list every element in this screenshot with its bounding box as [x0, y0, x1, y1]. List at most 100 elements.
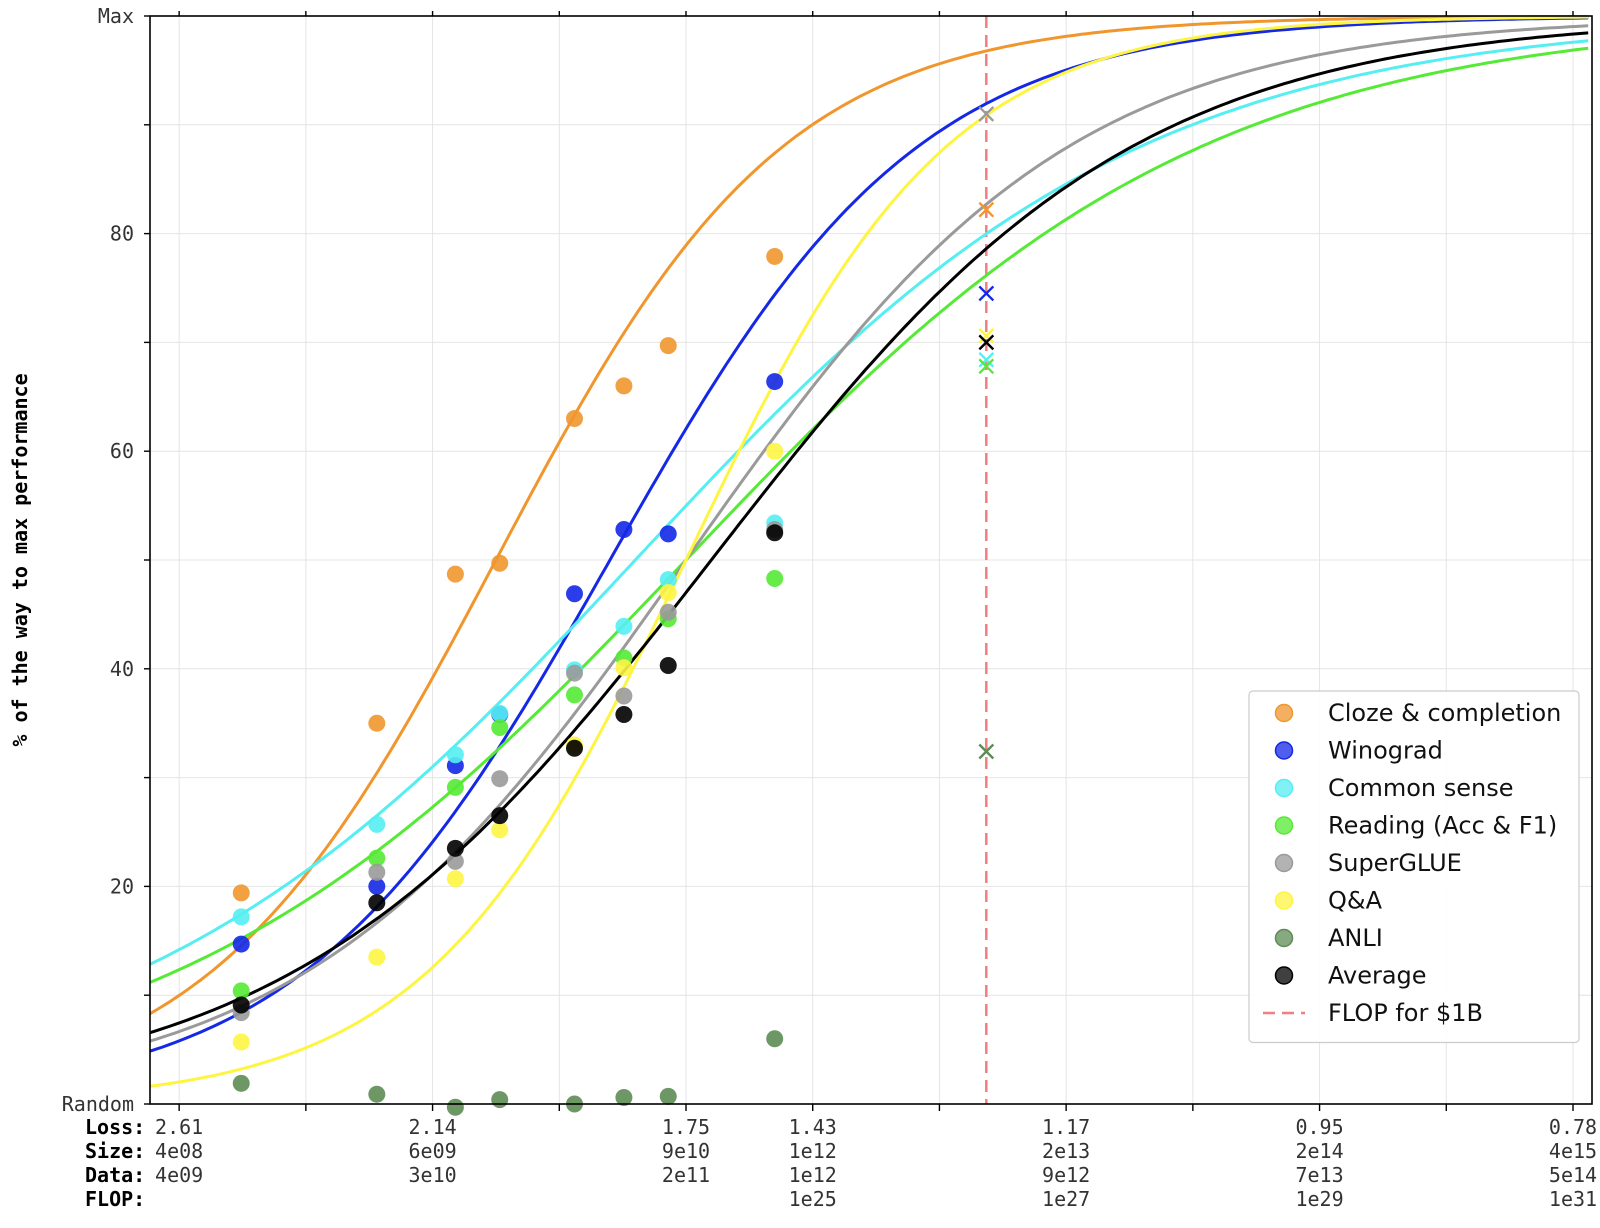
- legend-swatch-reading-acc-f1: [1274, 816, 1294, 835]
- x-marker-cloze-completion: [978, 201, 995, 218]
- x-tick-label-data: 4e09: [155, 1163, 203, 1187]
- x-tick-label-data: 5e14: [1549, 1163, 1597, 1187]
- fit-curve-superglue: [149, 24, 1589, 1043]
- data-point-winograd: [232, 935, 250, 953]
- legend-label-cloze-completion: Cloze & completion: [1328, 699, 1561, 727]
- x-tick-label-flop: 1e29: [1295, 1187, 1343, 1211]
- y-tick-label: Max: [98, 4, 134, 28]
- data-point-reading-acc-f1: [446, 778, 464, 796]
- data-point-cloze-completion: [446, 565, 464, 583]
- y-tick-label: Random: [62, 1092, 134, 1116]
- data-point-q-a: [446, 870, 464, 888]
- fit-curve-cloze-completion: [149, 15, 1589, 1015]
- x-tick-label-flop: 1e27: [1042, 1187, 1090, 1211]
- legend-swatch-winograd: [1274, 741, 1294, 760]
- x-marker-anli: [978, 743, 995, 760]
- x-tick-label-loss: 1.75: [662, 1115, 710, 1139]
- x-tick-label-data: 1e12: [789, 1163, 837, 1187]
- data-point-winograd: [368, 877, 386, 895]
- legend-label-common-sense: Common sense: [1328, 774, 1513, 802]
- legend-label-average: Average: [1328, 962, 1427, 990]
- data-point-anli: [446, 1098, 464, 1116]
- data-point-reading-acc-f1: [565, 686, 583, 704]
- data-point-superglue: [565, 664, 583, 682]
- x-marker-reading-acc-f1: [978, 358, 995, 375]
- x-marker-q-a: [978, 328, 995, 344]
- fit-curve-average: [149, 31, 1589, 1035]
- x-tick-label-size: 4e08: [155, 1139, 203, 1163]
- x-marker-stroke: [978, 285, 995, 302]
- data-point-superglue: [659, 603, 677, 621]
- data-points: [232, 247, 784, 1116]
- legend-swatch-average: [1274, 966, 1294, 985]
- data-point-cloze-completion: [491, 554, 509, 572]
- x-markers: [978, 106, 995, 760]
- data-point-anli: [232, 1074, 250, 1092]
- data-point-reading-acc-f1: [232, 982, 250, 1000]
- fit-curve-common-sense: [149, 39, 1589, 966]
- data-point-winograd: [565, 585, 583, 603]
- data-point-average: [232, 996, 250, 1014]
- data-point-common-sense: [368, 815, 386, 833]
- x-tick-label-data: 7e13: [1295, 1163, 1343, 1187]
- x-marker-superglue: [978, 106, 995, 122]
- data-point-common-sense: [659, 571, 677, 589]
- data-point-winograd: [615, 521, 633, 539]
- legend-swatch-q-a: [1274, 891, 1294, 910]
- x-tick-label-size: 4e15: [1549, 1139, 1597, 1163]
- axes: Random 20 40 60 80 Max: [62, 4, 1574, 1116]
- legend-label-superglue: SuperGLUE: [1328, 849, 1462, 877]
- x-row-label: Size:: [85, 1139, 145, 1163]
- x-marker-average: [978, 334, 995, 351]
- data-point-superglue: [446, 852, 464, 870]
- data-point-common-sense: [491, 704, 509, 722]
- x-row-label: Data:: [85, 1163, 145, 1187]
- data-point-anli: [766, 1030, 784, 1048]
- x-tick-label-size: 2e14: [1295, 1139, 1343, 1163]
- x-marker-stroke: [978, 351, 995, 368]
- x-tick-label-loss: 1.17: [1042, 1115, 1090, 1139]
- data-point-anli: [615, 1088, 633, 1106]
- x-tick-label-flop: 1e31: [1549, 1187, 1597, 1211]
- y-tick-label: 40: [110, 657, 134, 681]
- x-tick-label-size: 6e09: [408, 1139, 456, 1163]
- fit-curve-q-a: [149, 15, 1589, 1088]
- data-point-superglue: [368, 863, 386, 881]
- x-marker-stroke: [978, 358, 995, 375]
- legend-swatch-common-sense: [1274, 778, 1294, 798]
- data-point-anli: [368, 1085, 386, 1103]
- x-tick-label-loss: 0.95: [1295, 1115, 1343, 1139]
- data-point-average: [565, 739, 583, 757]
- x-tick-label-loss: 2.61: [155, 1115, 203, 1139]
- data-point-cloze-completion: [659, 337, 677, 355]
- x-marker-stroke: [978, 743, 995, 760]
- data-point-cloze-completion: [565, 410, 583, 428]
- data-point-reading-acc-f1: [368, 849, 386, 867]
- data-point-average: [659, 657, 677, 675]
- data-point-average: [766, 524, 784, 542]
- legend-swatch-anli: [1274, 928, 1294, 948]
- y-tick-label: 80: [110, 222, 134, 246]
- data-point-anli: [659, 1087, 677, 1105]
- data-point-common-sense: [232, 908, 250, 926]
- x-marker-stroke: [978, 201, 995, 218]
- data-point-q-a: [491, 821, 509, 839]
- legend-swatch-cloze-completion: [1274, 703, 1294, 723]
- data-point-superglue: [615, 687, 633, 705]
- legend-label-q-a: Q&A: [1328, 887, 1383, 915]
- legend-box: [1248, 690, 1580, 1044]
- data-point-q-a: [766, 442, 784, 460]
- fit-curve-winograd: [149, 16, 1589, 1053]
- data-point-winograd: [766, 373, 784, 391]
- x-row-label: Loss:: [85, 1115, 145, 1139]
- legend: Cloze & completion Winograd Common sense Re…: [1248, 690, 1580, 1044]
- x-tick-label-data: 2e11: [662, 1163, 710, 1187]
- fit-curves: [149, 15, 1589, 1088]
- x-marker-common-sense: [978, 351, 995, 368]
- data-point-cloze-completion: [615, 377, 633, 395]
- legend-swatch-superglue: [1274, 853, 1294, 873]
- x-row-label: FLOP:: [85, 1187, 145, 1211]
- data-point-common-sense: [446, 746, 464, 764]
- x-tick-label-loss: 2.14: [408, 1115, 456, 1139]
